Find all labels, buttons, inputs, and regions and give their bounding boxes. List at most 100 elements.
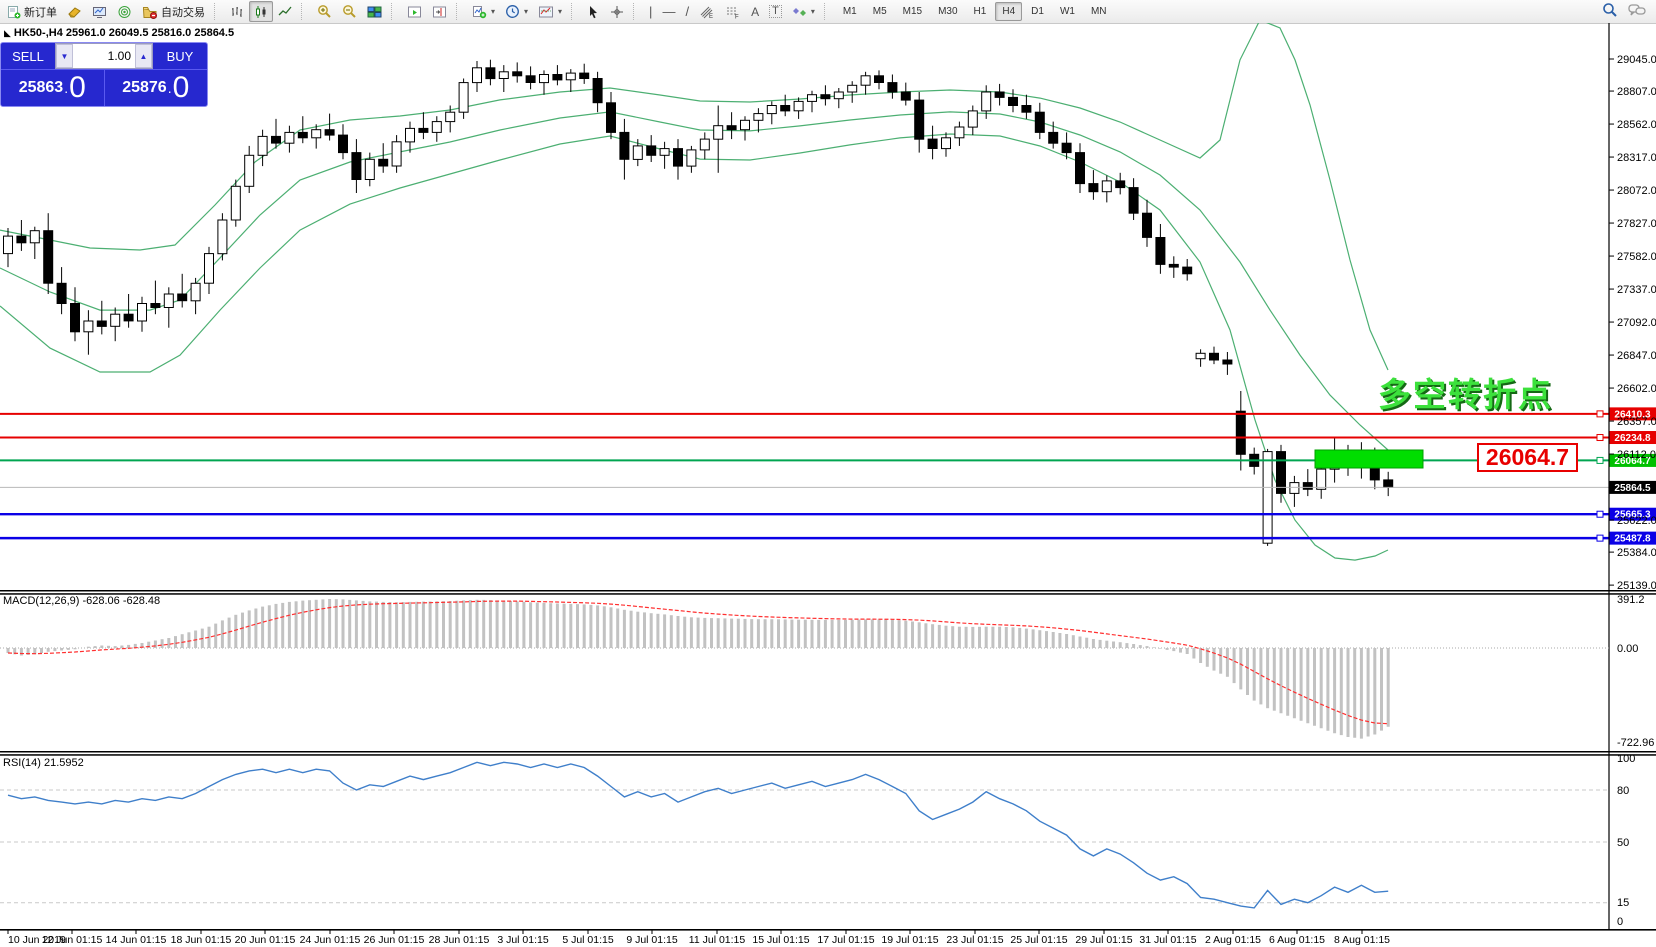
svg-text:25 Jul 01:15: 25 Jul 01:15: [1010, 934, 1067, 946]
chart-shift-button[interactable]: [427, 1, 452, 22]
crosshair-button[interactable]: [605, 1, 629, 22]
chart-header-text: HK50-,H4 25961.0 26049.5 25816.0 25864.5: [13, 27, 235, 39]
cursor-button[interactable]: [582, 1, 605, 22]
sell-price[interactable]: 25863. 0: [1, 70, 105, 106]
buy-price-dot: .: [167, 80, 172, 96]
timeframe-m1[interactable]: M1: [842, 6, 857, 17]
lot-size-input[interactable]: [73, 44, 135, 68]
timeframe-mn[interactable]: MN: [1090, 6, 1107, 17]
toolbar-separator: [456, 3, 463, 20]
timeframe-h1[interactable]: H1: [973, 6, 987, 17]
vertical-line-tool[interactable]: |: [644, 1, 657, 22]
candlestick-chart-icon: [254, 5, 268, 19]
trendline-tool[interactable]: /: [680, 1, 694, 22]
channel-icon: E: [699, 5, 715, 19]
market-watch-button[interactable]: [87, 1, 112, 22]
timeframe-d1[interactable]: D1: [1031, 6, 1044, 17]
chat-icon[interactable]: [1628, 3, 1646, 21]
main-toolbar: 新订单 自动交易: [0, 0, 1656, 24]
buy-price[interactable]: 25876. 0: [105, 70, 208, 106]
lot-increase-button[interactable]: ▲: [135, 44, 152, 68]
bar-chart-button[interactable]: [225, 1, 249, 22]
crosshair-icon: [610, 5, 624, 19]
horizontal-line-icon: —: [662, 4, 676, 19]
svg-text:26234.8: 26234.8: [1614, 433, 1651, 444]
label-tool[interactable]: T: [764, 1, 787, 22]
svg-text:20 Jun 01:15: 20 Jun 01:15: [235, 934, 296, 946]
svg-text:25487.8: 25487.8: [1614, 534, 1651, 545]
candlestick-chart-button[interactable]: [249, 1, 273, 22]
tile-windows-button[interactable]: [362, 1, 387, 22]
sell-button[interactable]: SELL: [12, 48, 44, 64]
cursor-icon: [587, 5, 600, 19]
styler-button[interactable]: [62, 1, 87, 22]
rsi-line: [7, 761, 1389, 909]
zoom-out-button[interactable]: [337, 1, 362, 22]
label-tool-icon: T: [769, 5, 782, 18]
shapes-caret[interactable]: ▾: [810, 7, 815, 16]
price-annotation-box: 26064.7: [1477, 443, 1578, 472]
symbol-icon: ◣: [4, 28, 11, 38]
timeframe-h4[interactable]: H4: [995, 2, 1023, 21]
auto-trading-button[interactable]: 自动交易: [137, 1, 210, 22]
chart-canvas[interactable]: 26410.3 26234.8 26064.7 25864.5 25665.3 25487…: [0, 23, 1656, 947]
bollinger-lower: [0, 133, 1389, 561]
svg-text:5 Jul 01:15: 5 Jul 01:15: [562, 934, 614, 946]
svg-text:17 Jul 01:15: 17 Jul 01:15: [817, 934, 874, 946]
highlight-rectangle[interactable]: [1314, 449, 1424, 469]
toolbar-separator: [823, 3, 831, 20]
bollinger-middle: [0, 111, 1389, 451]
auto-scroll-button[interactable]: [402, 1, 427, 22]
line-chart-icon: [278, 5, 292, 19]
svg-text:9 Jul 01:15: 9 Jul 01:15: [626, 934, 678, 946]
buy-price-frac: 0: [172, 71, 190, 104]
svg-text:12 Jun 01:15: 12 Jun 01:15: [42, 934, 103, 946]
svg-text:28562.0: 28562.0: [1617, 119, 1656, 131]
svg-text:25384.0: 25384.0: [1617, 547, 1656, 559]
svg-text:23 Jul 01:15: 23 Jul 01:15: [946, 934, 1003, 946]
chart-shift-icon: [432, 5, 447, 19]
bollinger-bands: [0, 23, 1389, 561]
text-tool[interactable]: A: [746, 1, 764, 22]
add-indicator-button[interactable]: ▾: [467, 1, 500, 22]
svg-text:25864.5: 25864.5: [1614, 483, 1651, 494]
sell-price-main: 25863: [18, 79, 64, 96]
horizontal-line-tool[interactable]: —: [657, 1, 680, 22]
lot-size-control: ▼ ▲: [55, 43, 153, 69]
svg-text:28317.0: 28317.0: [1617, 152, 1656, 164]
svg-text:6 Aug 01:15: 6 Aug 01:15: [1269, 934, 1325, 946]
lot-decrease-button[interactable]: ▼: [56, 44, 73, 68]
new-order-label: 新订单: [24, 6, 57, 19]
svg-text:26410.3: 26410.3: [1614, 409, 1651, 420]
level-lines: [0, 410, 1609, 542]
svg-text:10 Jun 2019: 10 Jun 2019: [8, 934, 66, 946]
toolbar-separator: [571, 3, 578, 20]
period-caret[interactable]: ▾: [524, 7, 529, 16]
templates-button[interactable]: ▾: [533, 1, 567, 22]
svg-text:3 Jul 01:15: 3 Jul 01:15: [497, 934, 549, 946]
svg-text:0.00: 0.00: [1617, 643, 1638, 655]
add-indicator-caret[interactable]: ▾: [491, 7, 496, 16]
timeframe-m5[interactable]: M5: [872, 6, 887, 17]
timeframe-w1[interactable]: W1: [1059, 6, 1075, 17]
fibonacci-tool[interactable]: F: [720, 1, 746, 22]
line-chart-button[interactable]: [273, 1, 297, 22]
search-icon[interactable]: [1602, 2, 1618, 21]
tile-windows-icon: [367, 5, 382, 19]
signals-button[interactable]: [112, 1, 137, 22]
timeframe-m30[interactable]: M30: [938, 6, 958, 17]
channel-tool[interactable]: E: [694, 1, 720, 22]
timeframe-m15[interactable]: M15: [902, 6, 923, 17]
buy-button[interactable]: BUY: [166, 48, 194, 64]
new-order-button[interactable]: 新订单: [2, 1, 62, 22]
period-button[interactable]: ▾: [500, 1, 533, 22]
zoom-in-button[interactable]: [312, 1, 337, 22]
shapes-tool[interactable]: ▾: [787, 1, 820, 22]
svg-text:19 Jul 01:15: 19 Jul 01:15: [881, 934, 938, 946]
templates-caret[interactable]: ▾: [558, 7, 563, 16]
svg-text:27827.0: 27827.0: [1617, 218, 1656, 230]
trendline-icon: /: [685, 4, 690, 19]
svg-text:26357.0: 26357.0: [1617, 416, 1656, 428]
svg-text:26064.7: 26064.7: [1614, 456, 1651, 467]
